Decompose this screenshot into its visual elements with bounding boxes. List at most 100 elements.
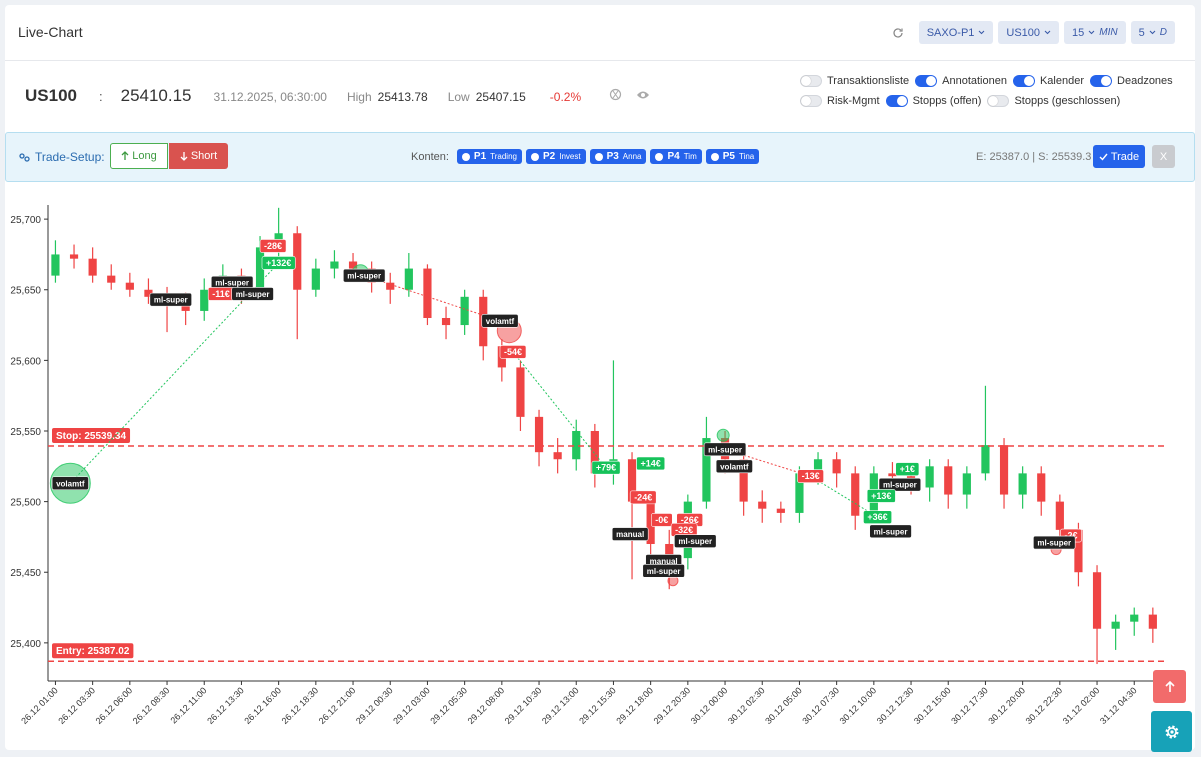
entry-stop-summary: E: 25387.0 | S: 25539.3 <box>976 151 1092 163</box>
account-radio <box>530 152 539 161</box>
chevron-icon <box>1149 30 1156 35</box>
candle-body <box>423 268 432 318</box>
selector-bar: SAXO-P1 US100 15 MIN 5 D <box>892 21 1175 44</box>
candle-body <box>181 303 190 311</box>
eye-icon[interactable] <box>636 90 650 100</box>
annotation-box <box>636 456 666 471</box>
trade-label: Trade <box>1110 150 1140 163</box>
candle-body <box>553 452 562 460</box>
y-tick-label: 25,600 <box>10 356 41 367</box>
x-tick-label: 29.12 08:00 <box>466 685 507 726</box>
toggle-switch[interactable] <box>915 75 938 87</box>
candle-body <box>1092 572 1102 629</box>
annotation-label: ml-super <box>678 537 712 546</box>
settings-button[interactable] <box>1151 711 1192 752</box>
toggle-item: Transaktionsliste <box>800 75 909 87</box>
toggle-switch[interactable] <box>800 95 822 107</box>
annotation: ml-super <box>642 564 685 578</box>
trade-button[interactable]: Trade <box>1093 145 1145 168</box>
account-chip[interactable]: P2 Invest <box>525 149 586 164</box>
trade-marker <box>716 428 730 442</box>
annotation-box <box>797 469 824 483</box>
toggle-label: Transaktionsliste <box>827 75 910 87</box>
candle-body <box>962 473 971 495</box>
annotation-label: +14€ <box>640 458 660 468</box>
annotation-box <box>629 490 657 505</box>
y-tick-label: 25,500 <box>10 498 41 509</box>
x-tick-label: 29.12 15:30 <box>577 685 618 726</box>
high-value: 25413.78 <box>377 90 428 104</box>
annotation: +14€ <box>636 456 666 471</box>
account-id: P1 <box>473 151 487 162</box>
account-chip[interactable]: P5 Tina <box>705 149 760 164</box>
candle-body <box>702 438 711 502</box>
account-chip[interactable]: P1 Trading <box>456 149 522 164</box>
candle-body <box>1018 473 1027 495</box>
x-tick-label: 26.12 01:00 <box>19 685 60 726</box>
toggle-switch[interactable] <box>885 95 908 107</box>
candle-body <box>665 543 674 559</box>
annotation-label: +36€ <box>867 512 887 522</box>
trade-setup-label-wrap: Trade-Setup: <box>19 150 105 164</box>
long-button[interactable]: Long <box>110 143 168 169</box>
toggle-switch[interactable] <box>1012 75 1035 87</box>
trade-link <box>724 448 811 477</box>
low-label: Low <box>447 90 470 104</box>
annotation-box <box>642 564 685 578</box>
annotation-box <box>51 476 89 491</box>
account-chip[interactable]: P4 Tim <box>650 149 702 164</box>
toggle-switch[interactable] <box>1090 75 1113 87</box>
annotation-label: ml-super <box>236 290 270 299</box>
refresh-icon[interactable] <box>892 27 904 39</box>
annotation: -13€ <box>797 469 824 483</box>
toggle-knob <box>988 96 999 106</box>
quote-icons <box>609 88 650 101</box>
long-label: Long <box>132 150 157 162</box>
account-chip[interactable]: P3 Anna <box>589 149 647 164</box>
selector-button[interactable]: US100 <box>998 21 1060 44</box>
x-tick-label: 26.12 21:00 <box>317 685 358 726</box>
selector-value: 5 <box>1138 26 1145 39</box>
level-label-box <box>52 428 131 444</box>
annotation: volamtf <box>715 459 753 474</box>
candle-body <box>1037 473 1046 502</box>
card <box>5 5 1195 750</box>
chevron-icon <box>979 30 985 35</box>
y-tick-label: 25,450 <box>10 568 41 579</box>
toggle-switch[interactable] <box>987 95 1010 107</box>
scroll-top-button[interactable] <box>1153 670 1186 703</box>
toggle-item: Annotationen <box>915 75 1007 87</box>
candle-body <box>516 367 525 417</box>
annotation-box <box>481 314 519 328</box>
annotation-label: -0€ <box>655 515 668 525</box>
x-tick-label: 30.12 12:30 <box>875 685 916 726</box>
x-tick-label: 30.12 22:30 <box>1024 685 1065 726</box>
annotation-label: ml-super <box>1037 539 1071 548</box>
x-tick-label: 31.12 04:30 <box>1098 685 1139 726</box>
annotation-label: +1€ <box>900 464 915 474</box>
short-button[interactable]: Short <box>169 143 228 169</box>
toggle-switch[interactable] <box>800 75 822 87</box>
annotation-label: ml-super <box>708 445 742 454</box>
x-tick-label: 29.12 10:30 <box>503 685 544 726</box>
close-button[interactable]: X <box>1152 145 1175 168</box>
annotation-box <box>878 477 922 492</box>
selector-button[interactable]: 15 MIN <box>1064 21 1126 44</box>
annotation-box <box>343 268 386 283</box>
toggle-item: Risk-Mgmt <box>800 95 880 107</box>
annotation-label: +132€ <box>266 258 291 268</box>
toggle-label: Annotationen <box>942 75 1007 87</box>
candle-body <box>832 459 841 474</box>
annotation: +1€ <box>895 462 920 476</box>
selector-button[interactable]: SAXO-P1 <box>918 21 994 44</box>
annotation-label: -24€ <box>634 492 652 502</box>
quote-bar: US100 : 25410.15 31.12.2025, 06:30:00 Hi… <box>25 86 650 106</box>
globe-icon[interactable] <box>609 88 622 101</box>
x-tick-label: 29.12 05:30 <box>428 685 469 726</box>
symbol: US100 <box>25 86 77 105</box>
candle-body <box>646 501 655 544</box>
x-tick-label: 26.12 06:00 <box>94 685 135 726</box>
candle-body <box>348 261 358 269</box>
